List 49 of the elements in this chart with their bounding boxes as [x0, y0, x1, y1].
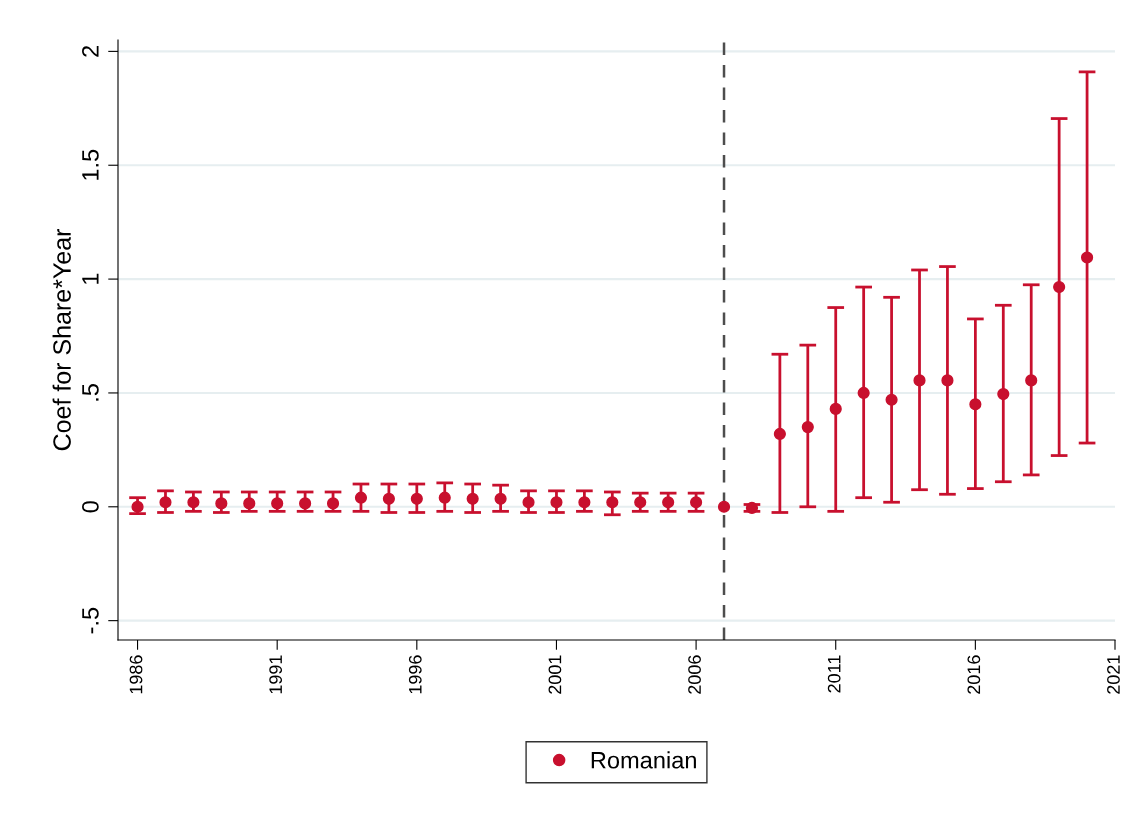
y-tick-label: 1 — [82, 273, 99, 284]
point — [215, 497, 228, 510]
point — [885, 393, 898, 406]
y-axis-title: Coef for Share*Year — [52, 228, 71, 451]
point — [494, 492, 507, 505]
point — [578, 496, 591, 509]
point — [941, 374, 954, 387]
point — [634, 496, 647, 509]
point — [606, 496, 619, 509]
point — [354, 491, 368, 504]
point — [913, 374, 926, 387]
x-tick-label: 2006 — [688, 655, 701, 694]
point — [857, 386, 870, 400]
y-tick-label: -.5 — [82, 607, 99, 634]
point — [662, 496, 675, 509]
point — [1053, 280, 1066, 294]
y-tick-label: 1.5 — [82, 149, 99, 180]
point — [410, 492, 423, 505]
point — [187, 496, 200, 509]
x-tick-label: 2011 — [827, 655, 841, 693]
y-tick-label: 2 — [82, 46, 99, 57]
point — [1080, 251, 1094, 264]
point — [271, 497, 284, 510]
point — [969, 398, 982, 411]
x-tick-label: 1991 — [269, 655, 283, 694]
x-tick-label: 2016 — [967, 655, 981, 694]
point — [1025, 374, 1038, 387]
legend-label: Romanian — [591, 751, 696, 769]
x-tick-label: 1986 — [129, 655, 143, 694]
point — [829, 402, 842, 415]
point — [773, 427, 786, 441]
point — [522, 496, 535, 509]
x-tick-label: 2001 — [548, 655, 562, 694]
y-tick-label: .5 — [82, 384, 99, 401]
point — [801, 421, 814, 434]
point — [550, 496, 563, 509]
point — [438, 491, 451, 504]
point — [243, 497, 256, 510]
point — [997, 388, 1010, 401]
y-tick-label: 0 — [82, 501, 99, 513]
point — [326, 497, 340, 510]
point — [382, 492, 395, 505]
point — [159, 496, 172, 509]
point — [299, 497, 312, 510]
point — [717, 500, 731, 513]
point — [690, 496, 703, 509]
x-tick-label: 2021 — [1107, 655, 1120, 694]
x-tick-label: 1996 — [408, 655, 422, 694]
point — [466, 492, 479, 505]
